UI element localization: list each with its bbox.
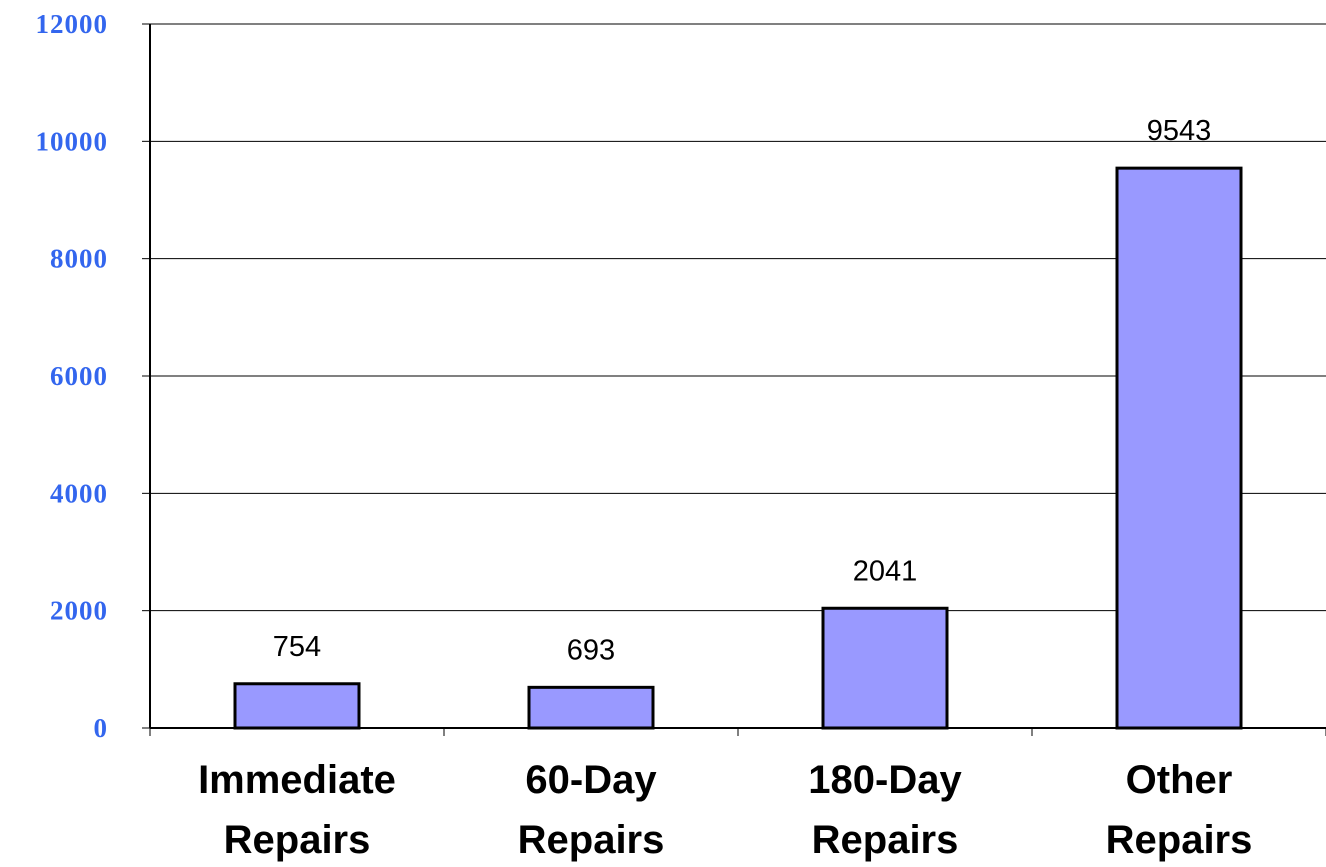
y-tick-label: 4000	[50, 478, 108, 508]
bars	[233, 166, 1243, 730]
data-label: 2041	[853, 555, 918, 587]
data-labels: 754 693 2041 9543	[273, 115, 1211, 666]
y-tick-label: 10000	[36, 126, 109, 156]
data-label: 693	[567, 634, 615, 666]
data-label: 9543	[1147, 115, 1212, 147]
y-tick-label: 6000	[50, 361, 108, 391]
x-tick-label: 60-Day	[525, 758, 657, 802]
data-label: 754	[273, 631, 321, 663]
bar	[1115, 166, 1243, 730]
bar	[233, 682, 361, 730]
x-tick-label: Repairs	[812, 818, 959, 862]
x-tick-label: Repairs	[518, 818, 665, 862]
y-tick-label: 12000	[36, 9, 109, 39]
x-tick-label: Repairs	[224, 818, 371, 862]
y-tick-label: 8000	[50, 244, 108, 274]
y-tick-labels: 0 2000 4000 6000 8000 10000 12000	[36, 9, 109, 743]
y-tick-label: 0	[94, 713, 109, 743]
bar	[821, 606, 949, 730]
y-tick-label: 2000	[50, 596, 108, 626]
axes	[142, 23, 1326, 736]
x-tick-label: Other	[1126, 758, 1233, 802]
bar	[527, 685, 655, 730]
x-tick-label: 180-Day	[808, 758, 962, 802]
x-tick-labels: Immediate Repairs 60-Day Repairs 180-Day Repa…	[198, 758, 1252, 862]
x-tick-label: Repairs	[1106, 818, 1253, 862]
x-tick-label: Immediate	[198, 758, 396, 802]
